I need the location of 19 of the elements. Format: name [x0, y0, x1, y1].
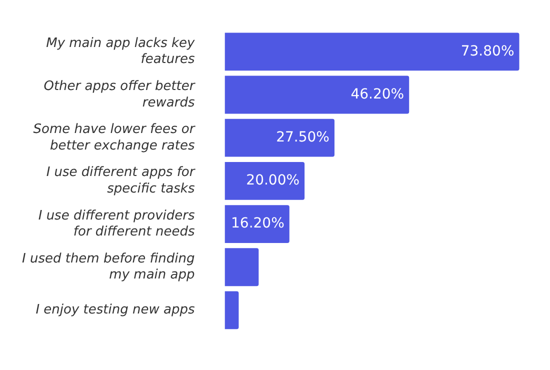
- y-tick-label: I use different providers for different needs: [38, 208, 195, 240]
- data-label: 46.20%: [350, 86, 404, 102]
- bar: [224, 248, 259, 286]
- bar: [224, 162, 305, 200]
- y-tick-label: I used them before finding my main app: [22, 251, 195, 283]
- y-tick-label: I enjoy testing new apps: [36, 302, 195, 318]
- y-tick-label: Other apps offer better rewards: [44, 79, 196, 110]
- y-tick-label: I use different apps for specific tasks: [46, 165, 196, 196]
- y-tick-label: My main app lacks key features: [46, 36, 196, 68]
- bar: [224, 291, 239, 330]
- data-label: 20.00%: [246, 172, 300, 189]
- y-tick-label: Some have lower fees or better exchange rates: [33, 122, 196, 154]
- data-label: 73.80%: [460, 43, 514, 60]
- bar: [224, 32, 520, 71]
- data-label: 27.50%: [276, 129, 330, 146]
- data-label: 16.20%: [231, 216, 284, 232]
- bar: [224, 205, 290, 243]
- bar: [224, 76, 410, 114]
- bar: [224, 118, 334, 157]
